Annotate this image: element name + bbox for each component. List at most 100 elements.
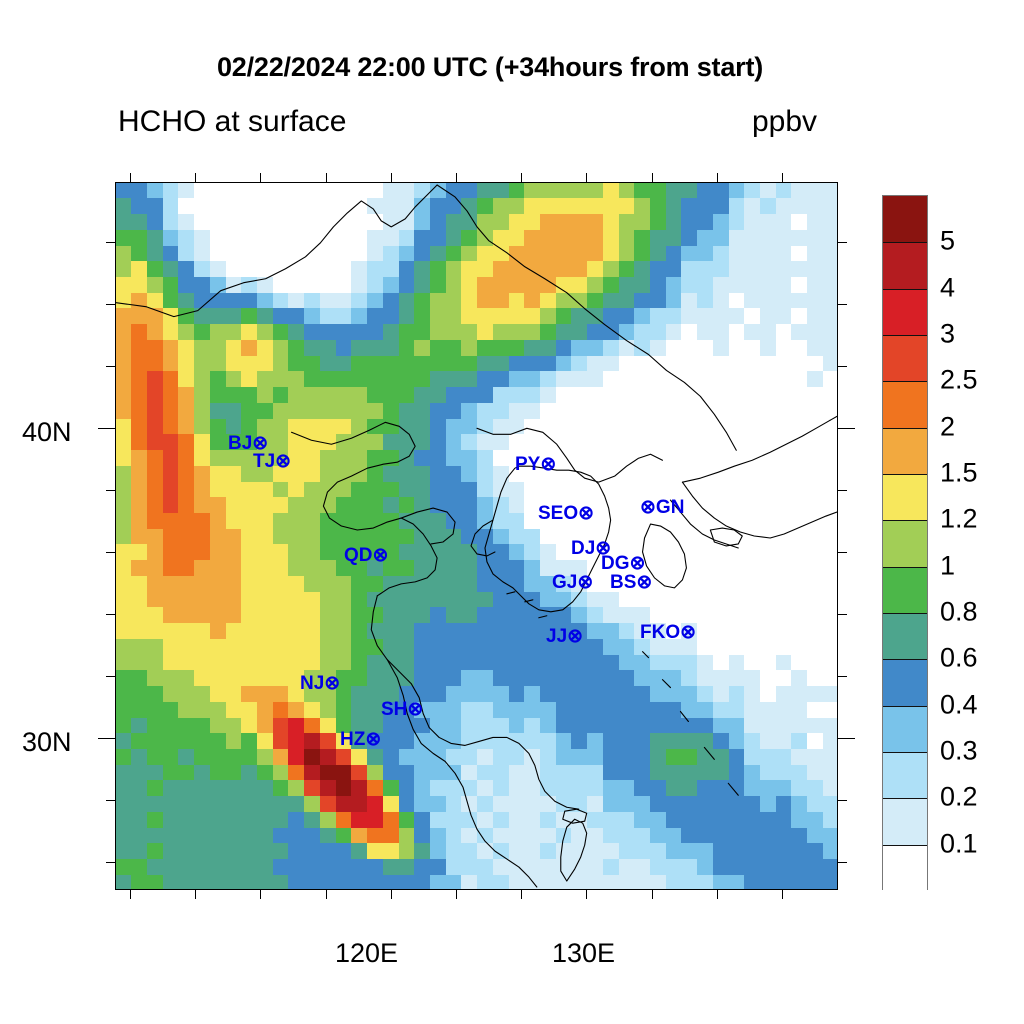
heatmap-cell [288,387,305,404]
heatmap-cell [634,465,651,483]
heatmap-cell [807,229,824,247]
heatmap-cell [257,371,274,388]
heatmap-cell [807,402,824,420]
heatmap-cell [445,245,463,263]
heatmap-cell [335,355,353,373]
heatmap-cell [398,387,416,404]
heatmap-cell [319,497,337,514]
heatmap-cell [587,418,604,436]
heatmap-cell [304,450,321,467]
heatmap-cell [712,292,730,310]
heatmap-cell [178,481,195,499]
heatmap-cell [335,450,353,467]
heatmap-cell [555,513,573,530]
heatmap-cell [461,402,478,420]
heatmap-cell [304,324,321,341]
heatmap-cell [760,292,777,310]
heatmap-cell [272,277,290,294]
heatmap-cell [398,292,416,310]
heatmap-cell [634,371,651,388]
heatmap-cell [382,387,400,404]
heatmap-cell [116,387,133,404]
heatmap-cell [241,513,258,530]
heatmap-cell [508,481,526,499]
heatmap-cell [712,402,730,420]
heatmap-cell [194,544,211,561]
heatmap-cell [760,339,777,357]
heatmap-cell [241,355,258,373]
heatmap-cell [162,402,180,420]
heatmap-cell [791,434,808,451]
heatmap-cell [116,418,133,436]
colorbar[interactable] [882,195,928,891]
heatmap-cell [209,513,227,530]
heatmap-cell [555,214,573,231]
heatmap-cell [571,387,588,404]
station-marker-hz: HZ⊗ [340,729,382,750]
heatmap-cell [508,387,526,404]
heatmap-cell [587,497,604,514]
heatmap-cell [116,465,133,483]
heatmap-cell [791,183,808,200]
heatmap-cell [351,387,368,404]
heatmap-cell [257,198,274,215]
heatmap-cell [712,371,730,388]
heatmap-cell [822,402,837,420]
colorbar-tick-label: 4 [940,272,956,303]
heatmap-cell [461,261,478,278]
axis-tick [586,173,587,182]
heatmap-cell [209,324,227,341]
heatmap-cell [744,339,761,357]
heatmap-cell [335,418,353,436]
heatmap-cell [712,308,730,325]
heatmap-cell [744,434,761,451]
heatmap-cell [822,355,837,373]
heatmap-cell [760,183,777,200]
heatmap-cell [241,198,258,215]
heatmap-cell [257,229,274,247]
heatmap-cell [162,292,180,310]
heatmap-cell [822,229,837,247]
axis-tick [782,173,783,182]
heatmap-cell [587,261,604,278]
heatmap-cell [524,465,541,483]
heatmap-cell [760,402,777,420]
heatmap-cell [807,387,824,404]
heatmap-cell [147,418,164,436]
heatmap-cell [225,371,243,388]
heatmap-cell [539,198,557,215]
heatmap-cell [461,434,478,451]
heatmap-cell [477,450,494,467]
heatmap-cell [461,277,478,294]
heatmap-cell [429,450,447,467]
heatmap-cell [602,544,620,561]
heatmap-cell [712,497,730,514]
heatmap-cell [618,434,636,451]
heatmap-cell [681,528,698,546]
heatmap-cell [697,387,714,404]
heatmap-cell [508,198,526,215]
heatmap-cell [665,434,683,451]
heatmap-cell [241,183,258,200]
heatmap-cell [367,229,384,247]
heatmap-cell [351,214,368,231]
heatmap-cell [335,371,353,388]
heatmap-cell [116,355,133,373]
heatmap-cell [445,308,463,325]
heatmap-cell [209,450,227,467]
heatmap-cell [131,544,148,561]
heatmap-cell [744,450,761,467]
heatmap-cell [272,434,290,451]
heatmap-cell [241,339,258,357]
colorbar-band [883,335,927,382]
heatmap-cell [508,434,526,451]
heatmap-cell [807,465,824,483]
map-plot-area[interactable]: WRF-Chem_NCAR_YSU [115,182,838,890]
heatmap-cell [791,308,808,325]
heatmap-cell [178,261,195,278]
heatmap-cell [649,229,667,247]
heatmap-cell [587,198,604,215]
heatmap-cell [272,465,290,483]
heatmap-cell [728,214,746,231]
heatmap-cell [822,387,837,404]
